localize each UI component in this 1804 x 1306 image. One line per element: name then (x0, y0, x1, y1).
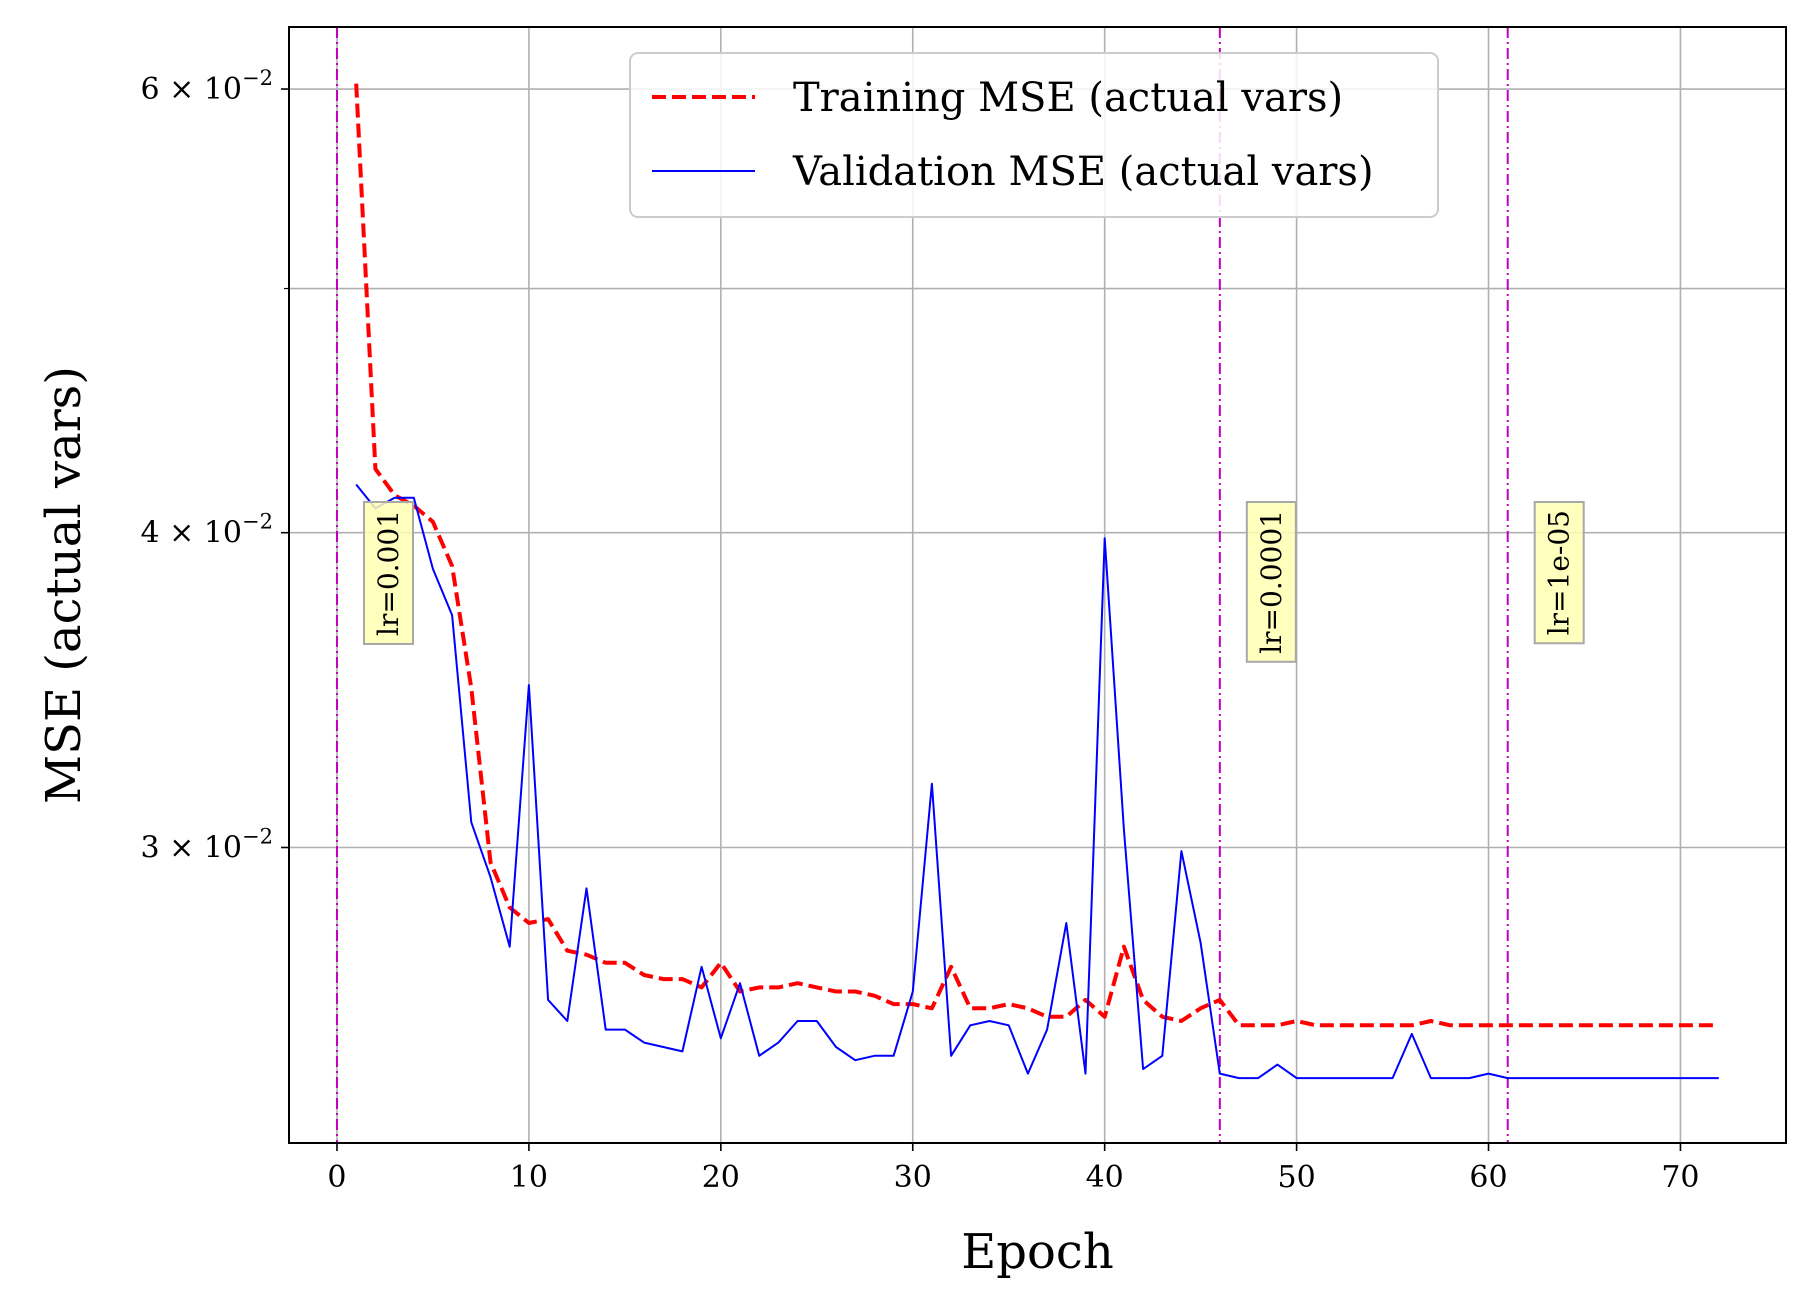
lr-annotation: lr=1e-05 (1533, 501, 1585, 645)
x-tick-label: 70 (1661, 1160, 1699, 1195)
y-tick-label: 6 × 10−2 (141, 66, 273, 107)
validation-mse-line (355, 483, 1719, 1080)
x-tick-label: 20 (702, 1160, 740, 1195)
x-tick-label: 0 (327, 1160, 346, 1195)
y-axis-ticks: 3 × 10−2 4 × 10−2 6 × 10−2 (141, 66, 289, 865)
series-lines (354, 83, 1719, 1080)
lr-annotation-label: lr=1e-05 (1543, 510, 1576, 635)
x-tick-label: 50 (1278, 1160, 1316, 1195)
x-tick-label: 40 (1086, 1160, 1124, 1195)
plot-frame (288, 26, 1787, 1144)
y-tick-label: 4 × 10−2 (141, 510, 273, 551)
lr-annotation-box (362, 501, 414, 645)
lr-annotation: lr=0.001 (362, 501, 414, 645)
x-tick-label: 30 (894, 1160, 932, 1195)
x-tick-label: 10 (510, 1160, 548, 1195)
lr-annotation: lr=0.0001 (1245, 501, 1297, 663)
x-axis-title: Epoch (961, 1224, 1113, 1280)
x-tick-label: 60 (1469, 1160, 1507, 1195)
legend-box (629, 52, 1439, 218)
lr-change-lines (335, 27, 1509, 1143)
training-mse-line (354, 83, 1719, 1028)
lr-annotation-box (1245, 501, 1297, 663)
lr-annotations: lr=0.001 lr=0.0001 lr=1e-05 (362, 501, 1585, 663)
legend-label: Validation MSE (actual vars) (792, 149, 1374, 195)
legend-label: Training MSE (actual vars) (793, 75, 1343, 121)
lr-annotation-label: lr=0.001 (372, 510, 405, 636)
lr-annotation-box (1533, 501, 1585, 645)
y-tick-label: 3 × 10−2 (141, 824, 273, 865)
y-axis-title: MSE (actual vars) (36, 366, 92, 804)
lr-annotation-label: lr=0.0001 (1255, 510, 1288, 654)
x-axis-ticks: 0 10 20 30 40 50 60 70 (327, 1143, 1700, 1195)
legend: Training MSE (actual vars) Validation MSE… (629, 52, 1439, 218)
